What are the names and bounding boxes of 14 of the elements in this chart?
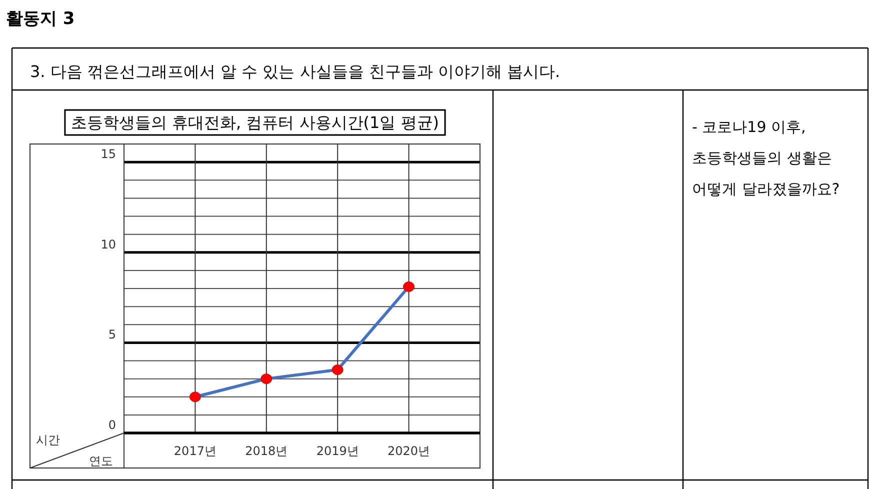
text: - 코로나19 이후, 초등학생들의 생활은 어떻게 달라졌을까요? (692, 118, 840, 198)
y-tick-label: 0 (108, 418, 116, 432)
text: 활동지 3 (6, 9, 75, 29)
y-axis-title: 시간 (36, 433, 60, 447)
x-tick-label: 2017년 (174, 444, 216, 458)
y-tick-label: 10 (100, 237, 116, 252)
x-axis-title: 연도 (89, 454, 113, 468)
y-tick-label: 15 (100, 147, 116, 162)
chart-title: 초등학생들의 휴대전화, 컴퓨터 사용시간(1일 평균) (70, 113, 440, 132)
x-tick-label: 2019년 (316, 444, 359, 458)
y-tick-label: 5 (108, 328, 116, 342)
x-tick-label: 2018년 (245, 444, 288, 458)
chart-subtitle: 3. 다음 꺾은선그래프에서 알 수 있는 사실들을 친구들과 이야기해 봅시다. (30, 62, 560, 81)
x-tick-label: 2020년 (388, 444, 430, 458)
